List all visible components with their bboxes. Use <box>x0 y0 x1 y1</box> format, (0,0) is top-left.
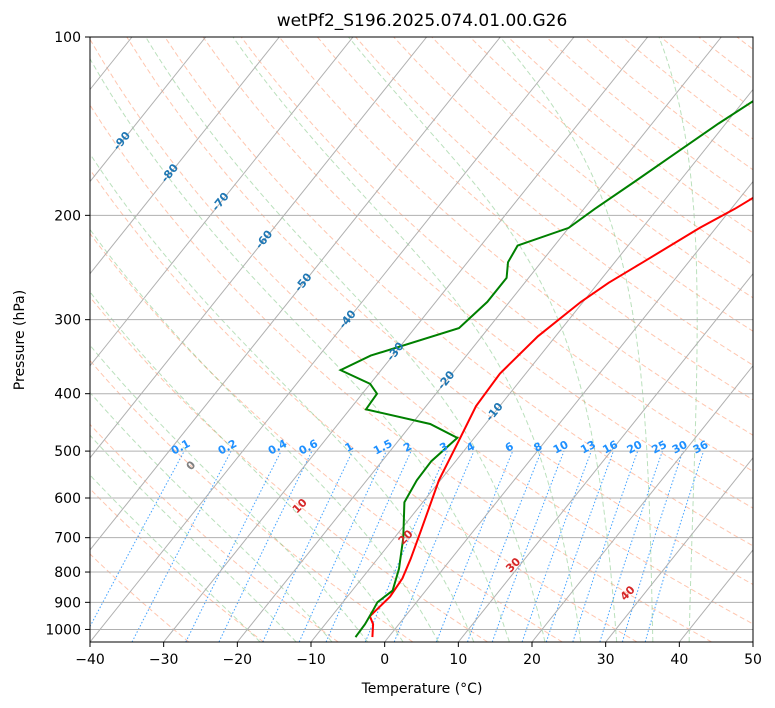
mixing-ratio-line <box>90 450 185 628</box>
isotherm-gridline <box>310 88 753 642</box>
dry-adiabat <box>90 38 753 625</box>
mixing-ratio-line <box>364 450 448 642</box>
moist-adiabat <box>499 37 654 642</box>
y-tick-label: 400 <box>54 387 81 403</box>
isotherm-gridline <box>457 272 753 642</box>
isotherm-gridline <box>90 37 428 459</box>
y-tick-label: 900 <box>54 595 81 611</box>
moist-adiabat <box>90 291 404 642</box>
dewpoint-profile <box>338 99 753 638</box>
mixing-ratio-line <box>621 450 684 642</box>
mixing-ratio-line <box>545 450 614 642</box>
x-tick-label: 40 <box>670 652 688 668</box>
dry-adiabat <box>431 37 753 299</box>
isotherm-gridline <box>163 37 649 642</box>
y-axis-label: Pressure (hPa) <box>12 290 28 390</box>
moist-adiabat <box>90 153 475 642</box>
dry-adiabat <box>393 37 753 332</box>
mixing-ratio-line <box>467 450 542 642</box>
mixing-ratio-label: 25 <box>649 438 669 457</box>
mixing-ratio-label: 13 <box>578 438 598 457</box>
mixing-ratio-line <box>572 450 639 642</box>
x-tick-label: 20 <box>523 652 541 668</box>
mixing-ratio-line <box>185 450 282 642</box>
dry-adiabat <box>90 168 638 642</box>
moist-adiabat <box>658 37 698 642</box>
y-tick-label: 100 <box>54 30 81 46</box>
isotherm-gridline <box>90 37 575 642</box>
x-tick-label: −10 <box>296 652 326 668</box>
dry-adiabat <box>164 37 753 547</box>
chart-title: wetPf2_S196.2025.074.01.00.G26 <box>277 11 568 31</box>
dry-adiabat <box>90 488 264 642</box>
x-tick-label: −30 <box>149 652 179 668</box>
moist-adiabat <box>90 391 333 642</box>
dry-adiabat <box>90 104 712 642</box>
mixing-ratio-label: 20 <box>625 438 645 457</box>
isotherm-gridline <box>531 364 753 642</box>
isotherm-gridline <box>384 180 753 642</box>
x-tick-label: 30 <box>597 652 615 668</box>
dry-adiabat <box>202 37 753 509</box>
dry-adiabat <box>90 423 339 642</box>
moist-adiabat <box>90 434 297 642</box>
isotherm-gridline <box>236 37 722 642</box>
y-tick-label: 200 <box>54 208 81 224</box>
isotherm-gridline <box>90 37 207 183</box>
mixing-ratio-label: 30 <box>670 438 690 457</box>
x-tick-label: 50 <box>744 652 762 668</box>
isotherm-gridline <box>90 37 280 275</box>
mixing-ratio-line <box>435 450 514 642</box>
mixing-ratio-line <box>298 450 387 642</box>
dry-adiabat <box>90 553 190 642</box>
x-tick-label: −20 <box>223 652 253 668</box>
moist-adiabat <box>145 37 546 642</box>
mixing-ratio-line <box>491 450 565 642</box>
mixing-ratio-label: 16 <box>600 438 620 457</box>
y-tick-label: 1000 <box>45 622 81 638</box>
temperature-profile <box>368 196 753 638</box>
y-tick-label: 300 <box>54 313 81 329</box>
mixing-ratio-line <box>599 450 663 642</box>
mixing-ratio-line <box>325 450 412 642</box>
x-tick-label: 0 <box>380 652 389 668</box>
mixing-ratio-label: 10 <box>551 438 571 457</box>
x-tick-label: 10 <box>449 652 467 668</box>
mixing-ratio-line <box>131 450 232 642</box>
isotherm-gridline <box>90 37 501 551</box>
moist-adiabat <box>90 474 261 642</box>
isotherm-gridline <box>90 37 354 367</box>
moist-adiabat <box>90 228 439 642</box>
dry-adiabat <box>90 296 488 642</box>
y-tick-label: 700 <box>54 531 81 547</box>
mixing-ratio-label: 36 <box>691 438 711 457</box>
plot-frame <box>89 36 754 643</box>
y-tick-label: 600 <box>54 491 81 507</box>
y-tick-label: 800 <box>54 565 81 581</box>
mixing-ratio-line <box>521 450 592 642</box>
moist-adiabat <box>90 57 510 642</box>
y-tick-label: 500 <box>54 444 81 460</box>
mixing-ratio-line <box>262 450 353 642</box>
x-tick-label: −40 <box>75 652 105 668</box>
x-axis-label: Temperature (°C) <box>361 681 483 697</box>
moist-adiabat <box>232 37 582 642</box>
dry-adiabat <box>240 37 753 472</box>
isotherm-gridline <box>605 457 753 642</box>
moist-adiabat <box>348 37 618 642</box>
moist-adiabat <box>90 344 369 642</box>
dry-adiabat <box>278 37 753 436</box>
